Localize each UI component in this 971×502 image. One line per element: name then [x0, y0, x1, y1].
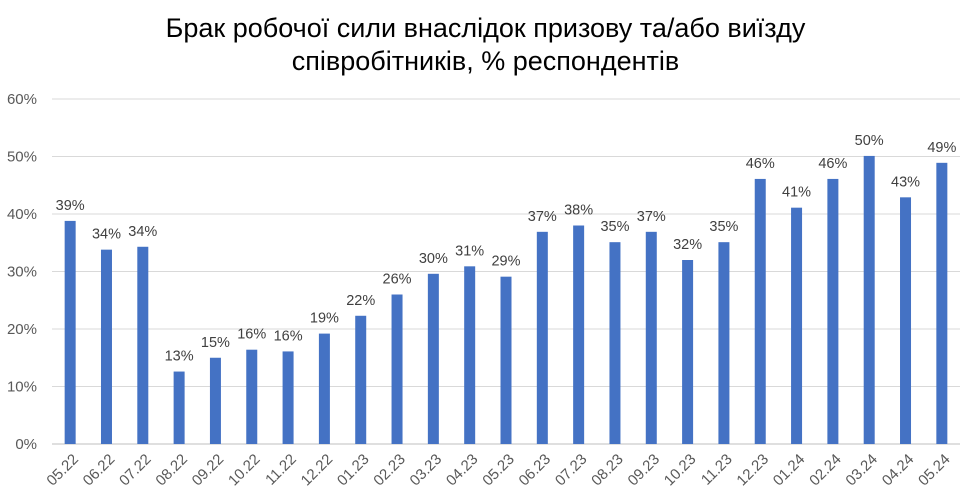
y-tick-label: 10%: [7, 379, 37, 396]
x-tick-label: 04.23: [443, 451, 482, 490]
bar: [609, 242, 621, 444]
data-label: 49%: [927, 140, 956, 156]
bar: [900, 197, 912, 444]
data-label: 34%: [128, 224, 157, 240]
x-tick-label: 10.22: [225, 451, 264, 490]
x-tick-label: 02.23: [370, 451, 409, 490]
bar: [318, 333, 330, 444]
x-tick-label: 11.23: [698, 451, 736, 489]
x-tick-label: 06.23: [516, 451, 555, 490]
x-tick-label: 04.24: [879, 451, 918, 490]
data-label: 39%: [56, 198, 85, 214]
data-label: 37%: [637, 209, 666, 225]
x-tick-label: 11.22: [262, 451, 300, 489]
data-label: 37%: [528, 209, 557, 225]
x-tick-label: 12.23: [733, 451, 772, 490]
bar: [137, 246, 149, 444]
x-tick-label: 09.23: [625, 451, 664, 490]
data-labels: 39% 34% 34% 13% 15% 16% 16% 19% 22% 26% 30% 31% 29% 3…: [56, 133, 957, 365]
y-tick-label: 40%: [7, 206, 37, 223]
x-tick-label: 03.24: [842, 451, 881, 490]
y-tick-label: 30%: [7, 264, 37, 281]
data-label: 16%: [237, 327, 266, 343]
x-tick-label: 05.22: [43, 451, 82, 490]
data-label: 16%: [274, 328, 303, 344]
x-tick-label: 02.24: [806, 451, 845, 490]
x-tick-label: 10.23: [661, 451, 700, 490]
x-tick-label: 07.22: [116, 451, 155, 490]
bar: [427, 273, 439, 444]
chart-title: Брак робочої сили внаслідок призову та/а…: [0, 12, 971, 78]
y-axis-ticks: 0% 10% 20% 30% 40% 50% 60%: [7, 91, 37, 453]
bar: [64, 220, 76, 444]
data-label: 29%: [491, 254, 520, 270]
bar: [246, 349, 258, 444]
y-tick-label: 0%: [15, 436, 37, 453]
bar: [173, 371, 185, 444]
x-tick-label: 05.23: [479, 451, 518, 490]
data-label: 13%: [165, 349, 194, 365]
data-label: 35%: [600, 219, 629, 235]
data-label: 31%: [455, 243, 484, 259]
data-label: 30%: [419, 251, 448, 267]
y-tick-label: 20%: [7, 321, 37, 338]
bar: [645, 231, 657, 444]
bar: [718, 242, 730, 444]
x-axis-ticks: 05.2206.2207.2208.2209.2210.2211.2212.22…: [43, 451, 953, 490]
bars: [64, 155, 948, 445]
bar: [863, 155, 875, 445]
data-label: 19%: [310, 311, 339, 327]
bar: [827, 178, 839, 445]
bar: [682, 260, 694, 444]
x-tick-label: 07.23: [552, 451, 591, 490]
y-tick-label: 60%: [7, 91, 37, 108]
bar: [791, 207, 803, 444]
x-tick-label: 01.23: [334, 451, 373, 490]
x-tick-label: 05.24: [915, 451, 954, 490]
bar: [754, 178, 766, 445]
x-tick-label: 08.23: [588, 451, 627, 490]
data-label: 15%: [201, 335, 230, 351]
data-label: 34%: [92, 227, 121, 243]
bar: [573, 225, 585, 444]
bar: [391, 294, 403, 444]
data-label: 35%: [709, 219, 738, 235]
bar: [936, 162, 948, 444]
chart-title-line-2: співробітників, % респондентів: [291, 46, 680, 76]
data-label: 41%: [782, 185, 811, 201]
bar: [500, 276, 512, 444]
x-tick-label: 12.22: [298, 451, 337, 490]
data-label: 38%: [564, 203, 593, 219]
data-label: 50%: [855, 133, 884, 149]
x-tick-label: 09.22: [189, 451, 228, 490]
x-tick-label: 01.24: [770, 451, 809, 490]
x-tick-label: 03.23: [407, 451, 446, 490]
bar: [536, 231, 548, 444]
chart-title-line-1: Брак робочої сили внаслідок призову та/а…: [165, 13, 806, 43]
bar: [100, 249, 112, 444]
bar: [209, 357, 221, 444]
data-label: 32%: [673, 237, 702, 253]
data-label: 22%: [346, 293, 375, 309]
data-label: 43%: [891, 174, 920, 190]
x-tick-label: 06.22: [80, 451, 119, 490]
data-label: 26%: [383, 272, 412, 288]
data-label: 46%: [746, 156, 775, 172]
bar: [464, 266, 476, 444]
bar: [355, 315, 367, 444]
data-label: 46%: [818, 156, 847, 172]
bar: [282, 351, 294, 444]
y-tick-label: 50%: [7, 149, 37, 166]
x-tick-label: 08.22: [152, 451, 191, 490]
